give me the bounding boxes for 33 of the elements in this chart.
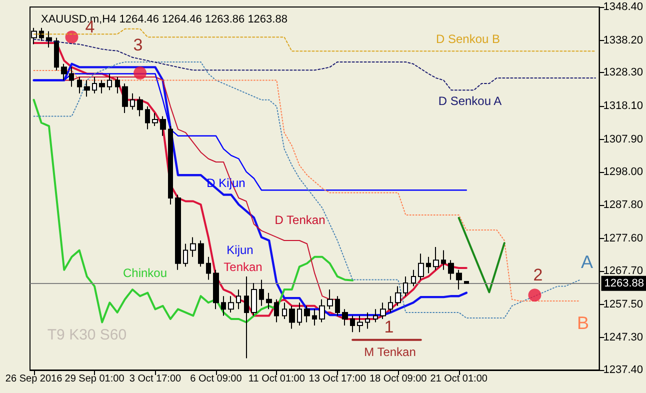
y-tick-label: 1298.00 <box>603 166 644 178</box>
y-tick-label: 1267.70 <box>603 264 644 277</box>
y-tick-label: 1257.50 <box>603 298 644 310</box>
y-tick-label: 1277.60 <box>603 232 644 245</box>
annotation: 3 <box>133 36 143 54</box>
series-label: D Tenkan <box>274 213 326 227</box>
y-tick-label: 1338.20 <box>603 34 644 46</box>
y-tick-label: 1328.30 <box>603 66 644 79</box>
x-tick-label: 6 Oct 09:00 <box>190 374 242 384</box>
annotation: 2 <box>533 266 543 284</box>
y-tick-label: 1287.80 <box>603 199 644 212</box>
y-tick-label: 1318.10 <box>603 100 644 112</box>
series-label: Chinkou <box>122 266 168 280</box>
y-tick-label: 1348.40 <box>603 1 644 13</box>
ref-line-label: 1263.88 <box>604 277 644 290</box>
series-label: M Tenkan <box>364 345 416 359</box>
series-label: B <box>576 313 590 333</box>
x-tick-label: 29 Sep 01:00 <box>64 374 125 384</box>
series-label: Kijun <box>226 243 254 257</box>
series-label: A <box>580 252 594 272</box>
y-tick-label: 1307.90 <box>603 133 644 146</box>
y-tick-label: 1237.40 <box>603 364 644 376</box>
series-label: D Senkou A <box>438 94 502 108</box>
x-tick-label: 26 Sep 2016 <box>5 374 63 384</box>
annotation: 1 <box>384 318 394 336</box>
x-tick-label: 13 Oct 17:00 <box>308 374 366 384</box>
x-tick-label: 11 Oct 01:00 <box>248 374 306 384</box>
series-label: D Senkou B <box>436 32 500 46</box>
x-tick-label: 18 Oct 09:00 <box>369 374 428 384</box>
y-tick-label: 1247.30 <box>603 332 644 344</box>
x-tick-label: 3 Oct 17:00 <box>129 374 182 384</box>
x-tick-label: 21 Oct 01:00 <box>430 374 488 384</box>
series-label: Tenkan <box>224 260 262 274</box>
